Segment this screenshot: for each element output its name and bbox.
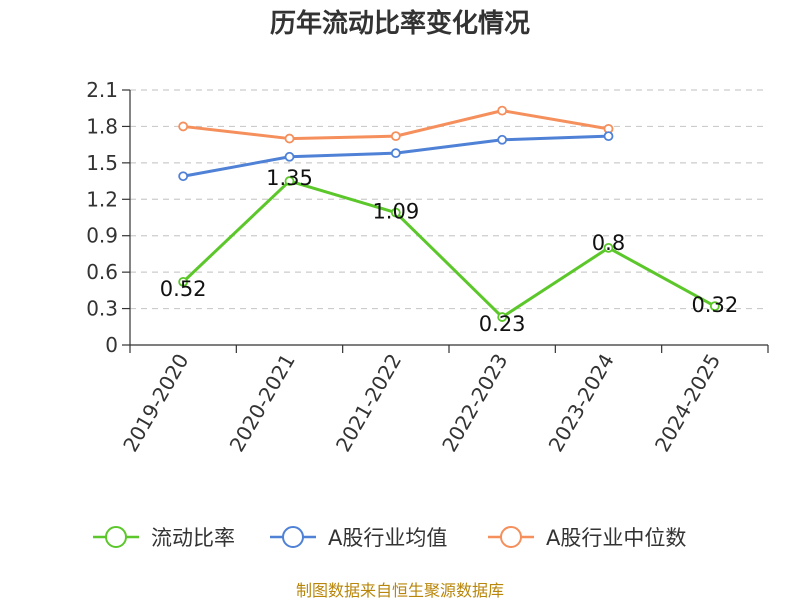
data-point [390,207,401,218]
data-label: 0.52 [160,277,207,301]
data-point [284,151,295,162]
data-point [603,131,614,142]
data-labels: 0.52 1.35 1.09 0.23 0.8 0.32 [160,166,738,336]
data-point [178,121,189,132]
y-tick-label: 0.9 [86,224,118,248]
data-point [178,276,189,287]
legend-label: A股行业中位数 [546,526,686,550]
data-point [497,105,508,116]
y-tick-label: 2.1 [86,78,118,102]
x-tick-label: 2020-2021 [225,350,300,456]
y-tick-label: 1.5 [86,151,118,175]
data-point [284,133,295,144]
x-tick-label: 2023-2024 [544,350,619,456]
data-point [497,312,508,322]
axes: 0 0.3 0.6 0.9 1.2 1.5 1.8 2.1 2019-2020 2020-2021… [86,78,769,456]
y-tick-label: 0 [105,333,118,357]
y-tick-label: 1.8 [86,114,118,138]
data-point [390,148,401,159]
series-line [182,179,716,319]
legend: 流动比率 A股行业均值 A股行业中位数 [93,526,686,550]
legend-label: 流动比率 [151,526,235,550]
data-point [603,242,614,253]
x-tick-label: 2024-2025 [650,350,725,456]
grid [130,89,768,310]
data-label: 0.32 [691,293,738,317]
data-point [178,171,189,182]
x-tick-label: 2022-2023 [437,349,512,455]
y-tick-label: 0.6 [86,260,118,284]
x-tick-label: 2021-2022 [331,350,406,456]
data-label: 0.8 [592,231,625,255]
y-tick-label: 0.3 [86,297,118,321]
data-label: 1.09 [372,200,419,224]
data-point [284,176,295,186]
data-point [709,301,720,312]
x-tick-label: 2019-2020 [118,350,193,456]
series-layer [178,105,720,322]
y-tick-label: 1.2 [86,187,118,211]
data-point [497,134,508,145]
legend-marker [500,526,522,548]
data-label: 1.35 [266,166,313,190]
chart-title: 历年流动比率变化情况 [270,8,530,39]
legend-marker [105,526,127,548]
legend-label: A股行业均值 [328,526,447,550]
data-point [390,131,401,142]
footer-source: 制图数据来自恒生聚源数据库 [296,581,504,600]
legend-marker [282,526,304,548]
data-label: 0.23 [479,312,526,336]
